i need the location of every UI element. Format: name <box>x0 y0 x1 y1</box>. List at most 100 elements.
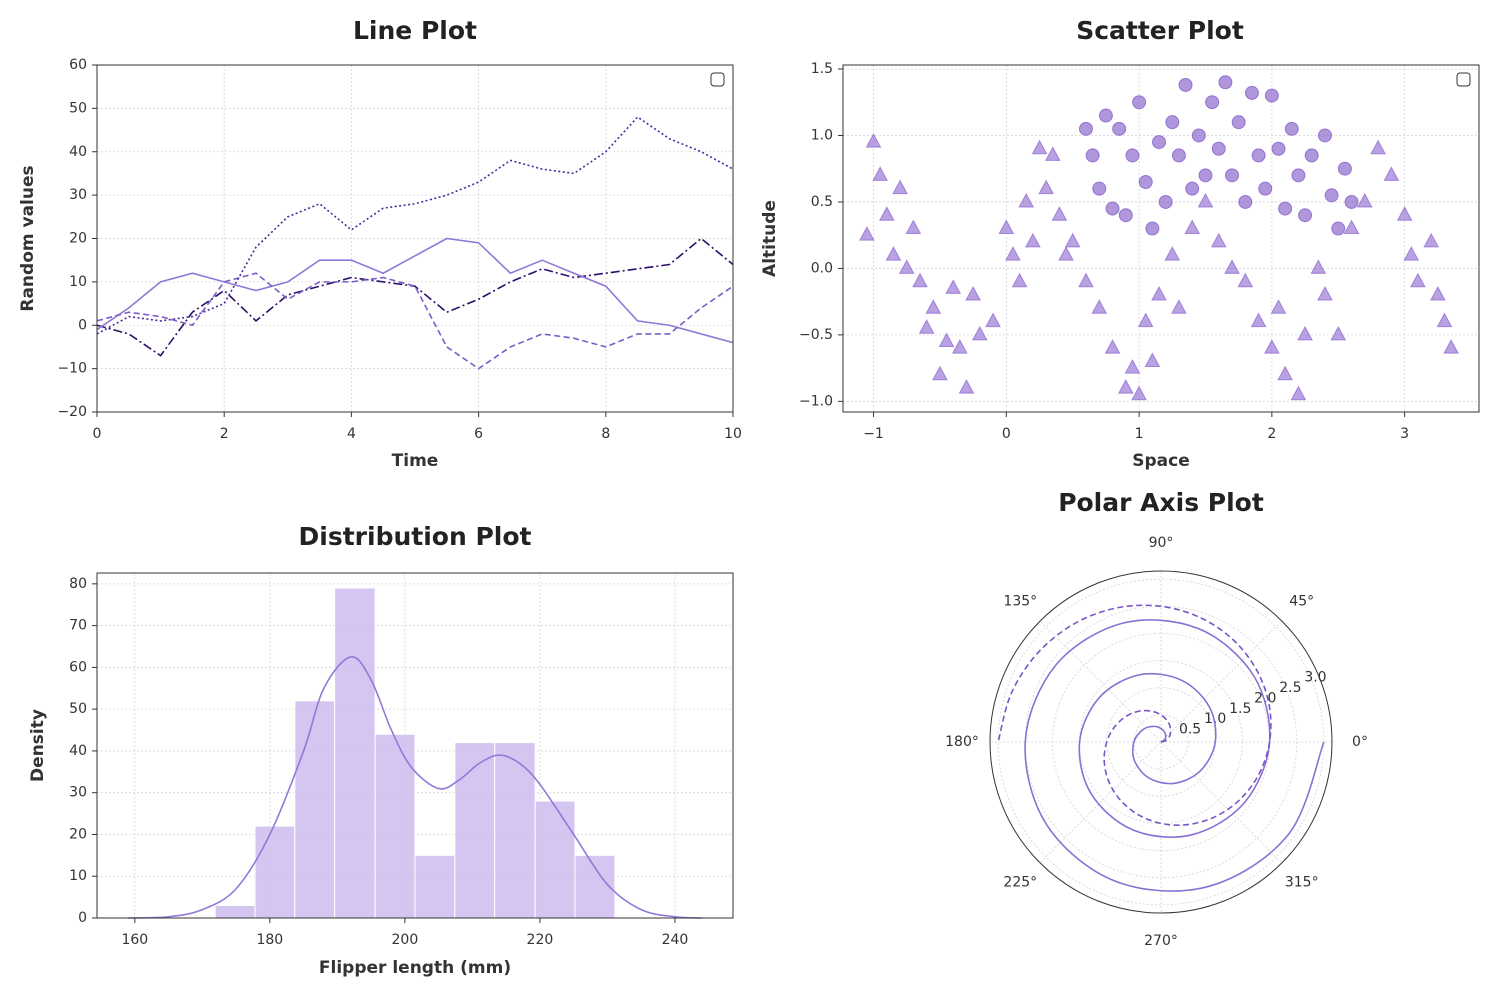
x-tick-label: 10 <box>724 426 742 442</box>
y-tick-label: −10 <box>57 361 87 377</box>
y-tick-label: 0 <box>78 317 87 333</box>
scatter-point <box>1278 201 1293 216</box>
scatter-point <box>1031 139 1048 155</box>
y-tick-label: 50 <box>69 701 87 717</box>
y-axis-label: Density <box>28 709 48 782</box>
scatter-point <box>1290 385 1307 401</box>
x-tick-label: 200 <box>392 932 419 948</box>
y-tick-label: −20 <box>57 404 87 420</box>
scatter-point <box>1277 365 1293 381</box>
scatter-point <box>985 312 1001 328</box>
scatter-point <box>898 259 915 274</box>
scatter-point <box>1137 312 1154 328</box>
scatter-point <box>1244 85 1259 100</box>
scatter-point <box>1430 285 1446 301</box>
scatter-point <box>1250 312 1267 328</box>
y-tick-label: 60 <box>69 57 87 73</box>
scatter-point <box>1011 272 1028 288</box>
x-tick-label: 240 <box>662 932 689 948</box>
scatter-point <box>872 166 889 181</box>
scatter-point <box>1038 179 1054 195</box>
y-tick-label: 50 <box>69 100 87 116</box>
scatter-point <box>945 279 962 294</box>
plot-area <box>128 587 702 919</box>
scatter-point <box>1356 192 1373 208</box>
y-axis-label: Altitude <box>760 200 780 277</box>
y-tick-label: 10 <box>69 868 87 884</box>
r-tick-label: 0.5 <box>1179 722 1201 738</box>
scatter-point <box>1171 299 1187 314</box>
scatter-point <box>1145 221 1160 236</box>
scatter-point <box>1297 325 1313 341</box>
r-tick-label: 1.0 <box>1204 711 1226 727</box>
grid-line <box>1039 741 1162 864</box>
scatter-point <box>938 332 955 348</box>
x-axis-label: Flipper length (mm) <box>319 958 511 978</box>
histogram-bar <box>254 825 296 919</box>
x-tick-label: 160 <box>121 932 148 948</box>
x-tick-label: 2 <box>220 426 229 442</box>
scatter-point <box>1105 201 1120 216</box>
scatter-point <box>1324 188 1339 203</box>
scatter-point <box>1078 272 1094 288</box>
x-tick-label: 1 <box>1135 426 1144 442</box>
histogram-bar <box>454 742 496 919</box>
y-tick-label: 40 <box>69 743 87 759</box>
scatter-point <box>932 365 948 381</box>
legend-box <box>1456 72 1471 87</box>
y-tick-label: 40 <box>69 144 87 160</box>
theta-tick-label: 90° <box>1149 535 1174 551</box>
theta-tick-label: 270° <box>1144 933 1178 949</box>
scatter-point <box>965 285 981 301</box>
scatter-point <box>1005 246 1021 261</box>
scatter-point <box>1317 285 1333 301</box>
histogram-bar <box>414 854 456 919</box>
scatter-point <box>1184 219 1201 235</box>
scatter-point <box>1018 192 1035 208</box>
scatter-point <box>1078 121 1093 136</box>
scatter-point <box>1264 88 1279 103</box>
kde-line <box>128 656 702 919</box>
scatter-point <box>1224 259 1240 274</box>
plot-area <box>859 75 1459 401</box>
y-tick-label: 1.5 <box>811 61 833 77</box>
theta-tick-label: 0° <box>1352 734 1368 750</box>
scatter-point <box>1158 194 1173 209</box>
scatter-point <box>1058 246 1074 261</box>
scatter-point <box>1258 181 1273 196</box>
scatter-point <box>1117 379 1134 394</box>
scatter-point <box>1025 232 1041 248</box>
chart-title: Polar Axis Plot <box>1058 488 1264 517</box>
x-tick-label: 2 <box>1267 426 1276 442</box>
theta-tick-label: 225° <box>1003 875 1037 891</box>
scatter-point <box>1270 299 1287 314</box>
scatter-point <box>1298 208 1313 223</box>
scatter-point <box>865 133 882 148</box>
scatter-point <box>1198 168 1213 183</box>
grid-line <box>1160 620 1283 743</box>
y-tick-label: −1.0 <box>799 393 833 409</box>
axes-frame <box>96 572 734 919</box>
scatter-point <box>1271 141 1286 156</box>
scatter-point <box>1344 194 1359 209</box>
scatter-point <box>1124 359 1141 374</box>
scatter-point <box>1051 206 1068 221</box>
histogram-bar <box>374 733 416 919</box>
line-series <box>96 237 734 357</box>
scatter-point <box>1284 121 1299 136</box>
y-axis-label: Random values <box>18 165 38 311</box>
scatter-point <box>1098 108 1113 123</box>
scatter-point <box>1152 135 1167 150</box>
histogram-bar <box>294 700 336 919</box>
scatter-point <box>1064 232 1081 248</box>
scatter-point <box>1304 148 1319 163</box>
y-tick-label: 30 <box>69 187 87 203</box>
scatter-point <box>1383 166 1400 181</box>
y-tick-label: 70 <box>69 618 87 634</box>
histogram-bar <box>534 800 576 919</box>
scatter-point <box>859 226 875 241</box>
scatter-point <box>912 272 928 288</box>
x-tick-label: 180 <box>256 932 283 948</box>
